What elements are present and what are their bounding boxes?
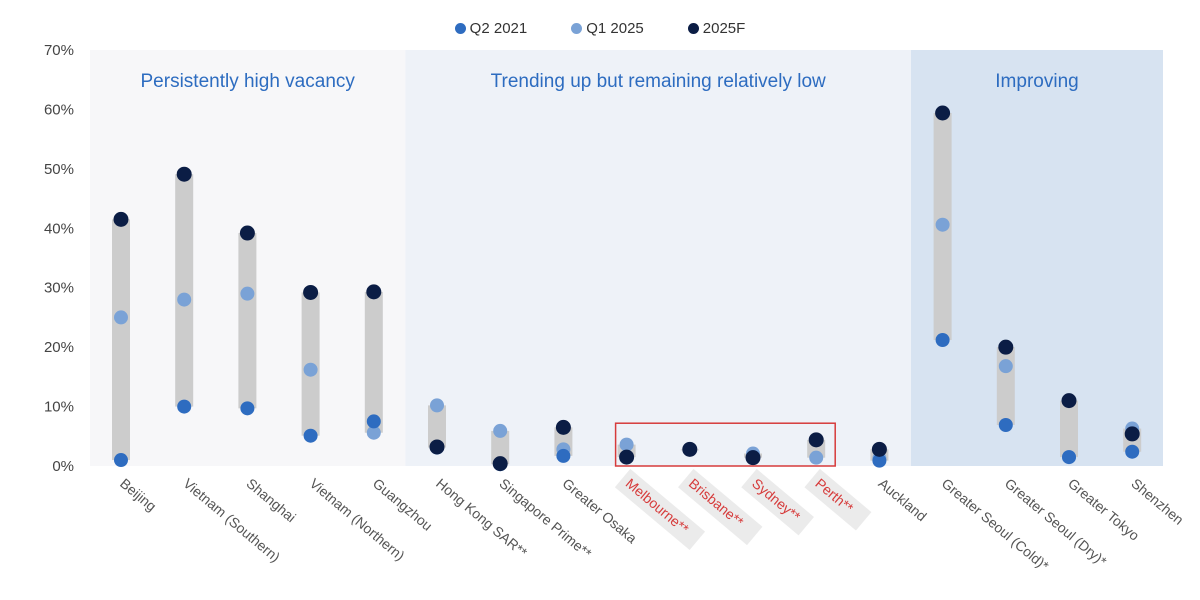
y-axis-ticks: 0% 10% 20% 30% 40% 50% 60% 70%: [44, 42, 74, 475]
legend-item-q2-2021: Q2 2021: [454, 20, 528, 37]
point-2025f-greater-seoul-cold: [935, 105, 951, 121]
point-2025f-vietnam-southern: [176, 166, 192, 182]
range-bar-singapore-prime: [491, 430, 510, 465]
range-bar-guangzhou: [364, 291, 383, 433]
y-tick-label: 60%: [44, 101, 74, 118]
chart-legend: Q2 2021 Q1 2025 2025F: [0, 20, 1200, 37]
point-2025f-shanghai: [239, 225, 255, 241]
legend-label-q1-2025: Q1 2025: [586, 20, 644, 37]
y-tick-label: 10%: [44, 399, 74, 416]
region-label-persistently-high-vacancy: Persistently high vacancy: [141, 71, 356, 92]
point-2025f-perth: [808, 432, 824, 448]
point-q2-2021-greater-seoul-dry: [998, 417, 1013, 432]
point-q1-2025-perth: [809, 450, 824, 465]
region-band-trending-up-but-remaining-relatively-low: [405, 50, 911, 466]
point-2025f-greater-tokyo: [1061, 393, 1077, 409]
point-q1-2025-vietnam-southern: [177, 292, 192, 307]
x-tick-label-beijing: Beijing: [117, 475, 159, 514]
legend-label-2025f: 2025F: [702, 20, 746, 37]
y-tick-label: 30%: [44, 280, 74, 297]
highlight-box-layer: [614, 422, 836, 467]
y-tick-label: 50%: [44, 161, 74, 178]
point-2025f-greater-seoul-dry: [998, 339, 1014, 355]
point-2025f-greater-osaka: [555, 419, 571, 435]
point-q2-2021-auckland: [872, 453, 887, 468]
point-q2-2021-shanghai: [240, 401, 255, 416]
x-tick-label-shanghai: Shanghai: [243, 475, 299, 525]
point-2025f-melbourne: [619, 449, 635, 465]
x-tick-label-brisbane: Brisbane**: [686, 475, 747, 530]
label-badge-perth: [804, 468, 872, 531]
point-q2-2021-greater-seoul-cold: [935, 333, 950, 348]
x-axis-labels: Beijing Vietnam (Southern)Shanghai Vietnam…: [117, 468, 1187, 574]
legend-marker-q1-2025: [571, 23, 583, 34]
legend-label-q2-2021: Q2 2021: [469, 20, 528, 37]
point-q1-2025-beijing: [114, 310, 128, 325]
label-badge-sydney: [741, 468, 814, 536]
range-bar-shanghai: [238, 233, 257, 409]
point-2025f-sydney: [745, 450, 761, 466]
point-2025f-brisbane: [682, 441, 698, 457]
point-2025f-hong-kong-sar: [429, 439, 445, 455]
label-badge-brisbane: [678, 468, 763, 546]
x-tick-label-greater-seoul-dry: Greater Seoul (Dry)*: [1002, 475, 1110, 570]
point-q1-2025-greater-seoul-dry: [998, 359, 1013, 374]
legend-marker-2025f: [687, 23, 699, 34]
point-2025f-singapore-prime: [492, 456, 508, 472]
point-q1-2025-shanghai: [240, 286, 255, 301]
x-tick-label-guangzhou: Guangzhou: [370, 475, 436, 534]
legend-item-q1-2025: Q1 2025: [571, 20, 644, 37]
range-bar-greater-tokyo: [1060, 400, 1078, 458]
x-tick-label-greater-seoul-cold: Greater Seoul (Cold)*: [939, 475, 1053, 574]
point-2025f-vietnam-northern: [303, 284, 319, 300]
point-q2-2021-greater-tokyo: [1062, 450, 1076, 465]
y-tick-label: 20%: [44, 339, 74, 356]
x-tick-label-auckland: Auckland: [875, 475, 929, 524]
point-2025f-beijing: [113, 211, 129, 227]
point-2025f-auckland: [871, 441, 887, 457]
point-q1-2025-greater-seoul-cold: [935, 217, 950, 232]
region-label-improving: Improving: [995, 71, 1078, 92]
y-tick-label: 0%: [52, 458, 74, 475]
point-q1-2025-melbourne: [619, 437, 634, 452]
region-labels: Persistently high vacancy Trending up but…: [141, 71, 1079, 92]
legend-item-2025f: 2025F: [687, 20, 746, 37]
point-q1-2025-hong-kong-sar: [430, 398, 444, 413]
point-q2-2021-vietnam-northern: [303, 428, 318, 443]
range-bar-beijing: [112, 219, 130, 461]
point-q2-2021-guangzhou: [366, 414, 381, 429]
region-band-improving: [911, 50, 1163, 466]
point-2025f-guangzhou: [366, 284, 382, 300]
range-bar-hong-kong-sar: [428, 405, 446, 448]
data-points: [113, 105, 1140, 472]
point-q2-2021-shenzhen: [1125, 444, 1140, 459]
y-tick-label: 40%: [44, 220, 74, 237]
x-tick-label-shenzhen: Shenzhen: [1128, 475, 1187, 528]
region-label-trending-up-but-remaining-relatively-low: Trending up but remaining relatively low: [491, 71, 826, 92]
point-q1-2025-singapore-prime: [493, 423, 508, 438]
region-backgrounds: [90, 50, 1163, 466]
point-q2-2021-greater-osaka: [556, 448, 571, 463]
point-q1-2025-guangzhou: [366, 425, 381, 440]
range-bar-vietnam-southern: [175, 174, 194, 407]
point-q2-2021-beijing: [114, 453, 128, 468]
y-tick-label: 70%: [44, 42, 74, 59]
point-q2-2021-vietnam-southern: [177, 399, 192, 414]
highlight-box: [614, 422, 836, 467]
point-q1-2025-vietnam-northern: [303, 362, 318, 377]
point-2025f-shenzhen: [1124, 426, 1140, 442]
legend-marker-q2-2021: [454, 23, 466, 34]
label-badge-melbourne: [614, 468, 706, 551]
range-bar-greater-seoul-dry: [996, 347, 1015, 425]
